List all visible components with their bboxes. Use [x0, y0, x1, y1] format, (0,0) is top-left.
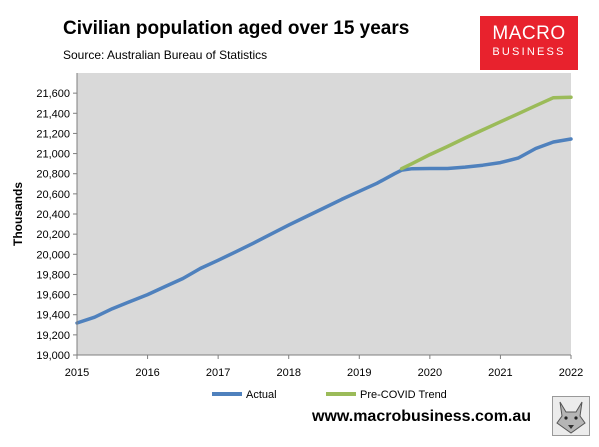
- y-tick-label: 21,600: [36, 88, 70, 100]
- y-tick-label: 21,000: [36, 149, 70, 161]
- chart-title: Civilian population aged over 15 years: [63, 18, 410, 39]
- brand-logo-line2: BUSINESS: [492, 46, 566, 58]
- website-url: www.macrobusiness.com.au: [312, 408, 532, 425]
- legend-label: Pre-COVID Trend: [360, 389, 447, 401]
- series-line-actual: [75, 137, 573, 325]
- x-tick-label: 2021: [488, 367, 512, 379]
- x-tick-label: 2016: [135, 367, 159, 379]
- y-tick-label: 19,800: [36, 269, 70, 281]
- brand-logo-line1: MACRO: [492, 23, 566, 44]
- y-tick-label: 20,000: [36, 249, 70, 261]
- series-line-pre-covid-trend: [399, 95, 573, 171]
- y-tick-label: 20,400: [36, 209, 70, 221]
- x-tick-label: 2020: [418, 367, 442, 379]
- y-tick-label: 20,200: [36, 229, 70, 241]
- brand-logo: MACRO BUSINESS: [480, 16, 578, 70]
- x-tick-label: 2015: [65, 367, 89, 379]
- y-tick-label: 21,200: [36, 128, 70, 140]
- chart-legend: Actual Pre-COVID Trend: [212, 389, 447, 401]
- plot-area: [77, 73, 571, 355]
- y-tick-label: 20,800: [36, 169, 70, 181]
- y-tick-label: 19,400: [36, 310, 70, 322]
- legend-label: Actual: [246, 389, 277, 401]
- y-tick-label: 21,400: [36, 108, 70, 120]
- wolf-icon: [552, 396, 590, 436]
- x-tick-label: 2017: [206, 367, 230, 379]
- x-tick-label: 2018: [276, 367, 300, 379]
- x-tick-label: 2019: [347, 367, 371, 379]
- y-tick-label: 19,200: [36, 330, 70, 342]
- y-tick-label: 19,000: [36, 350, 70, 362]
- x-tick-label: 2022: [559, 367, 583, 379]
- y-tick-label: 20,600: [36, 189, 70, 201]
- y-axis-label: Thousands: [11, 182, 25, 246]
- chart-subtitle: Source: Australian Bureau of Statistics: [63, 48, 268, 62]
- y-tick-label: 19,600: [36, 290, 70, 302]
